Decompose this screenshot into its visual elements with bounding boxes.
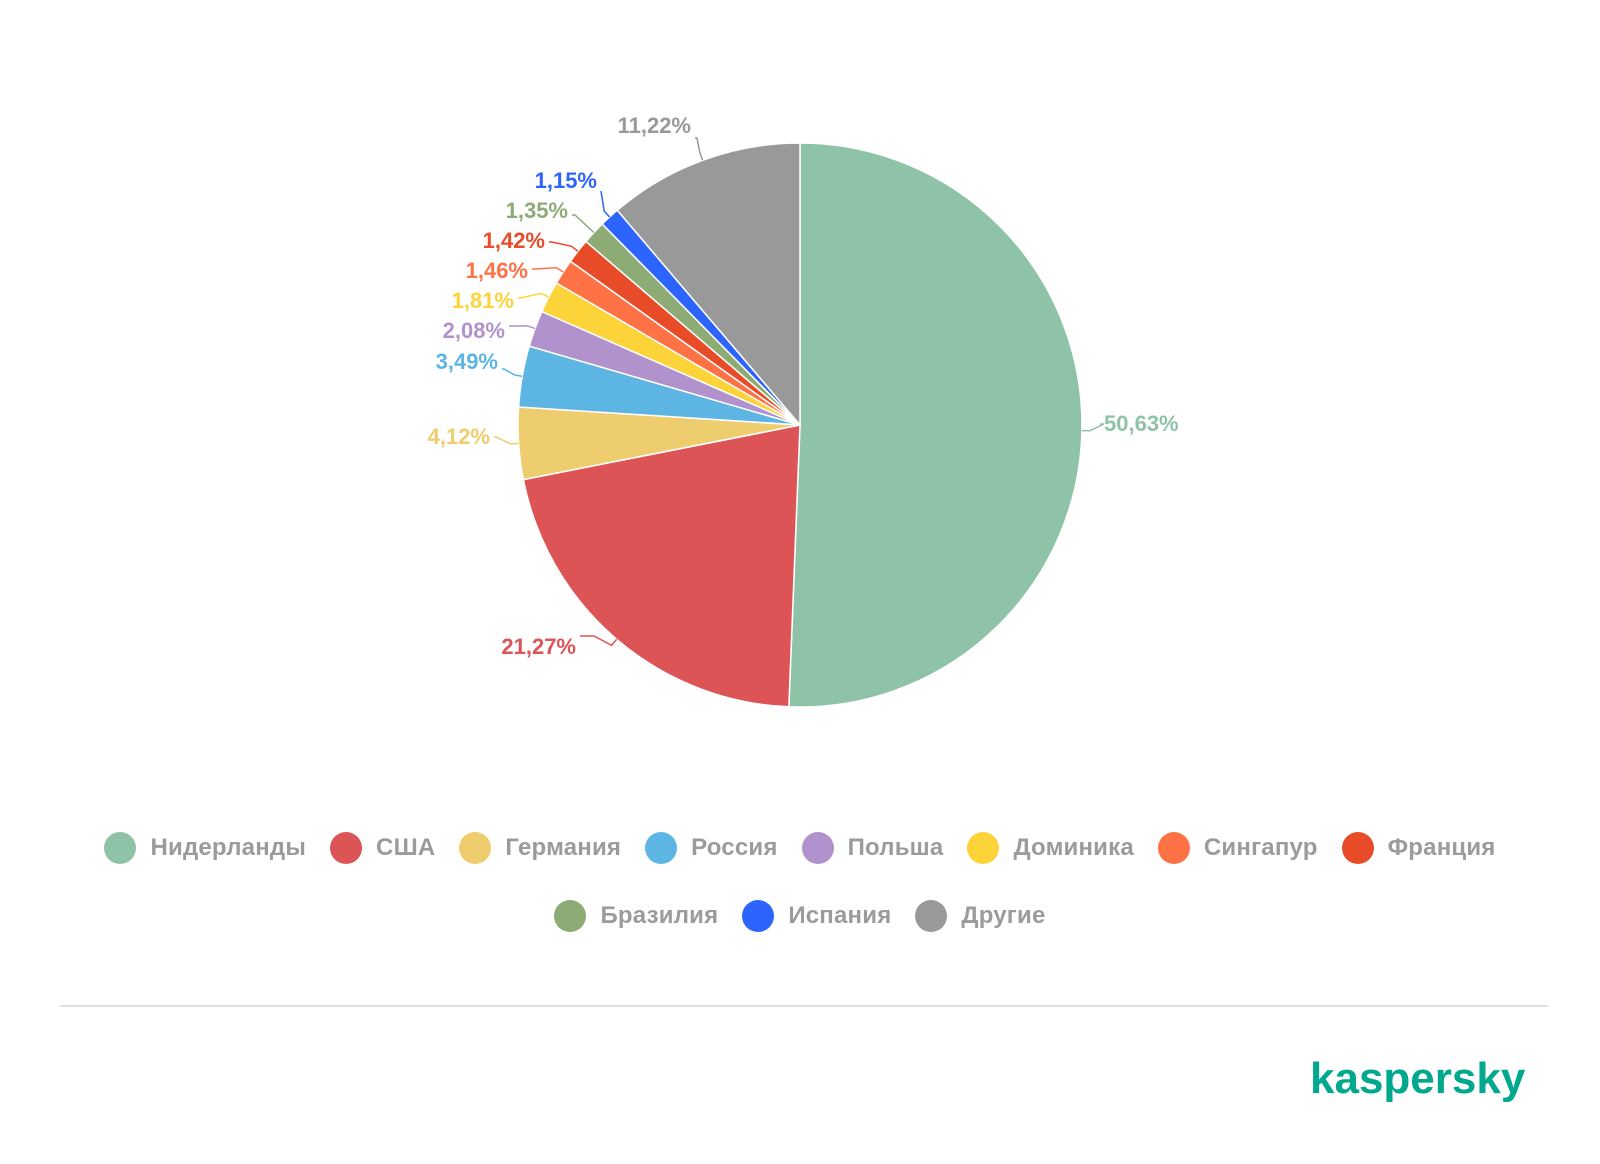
footer-divider xyxy=(60,1005,1548,1007)
leader-line-4 xyxy=(502,368,523,378)
legend-label: Доминика xyxy=(1013,834,1134,861)
legend-label: Нидерланды xyxy=(150,834,307,861)
legend-swatch xyxy=(967,832,1000,864)
legend-row-2: Бразилия Испания Другие xyxy=(0,900,1600,932)
legend-swatch xyxy=(801,832,834,864)
legend-item-10: Испания xyxy=(742,900,891,932)
legend-item-7: Сингапур xyxy=(1157,832,1318,864)
legend-label: Другие xyxy=(961,902,1046,929)
data-label-11: 11,22% xyxy=(618,113,691,138)
legend-swatch xyxy=(1157,832,1190,864)
legend-item-8: Франция xyxy=(1341,832,1496,864)
leader-line-8 xyxy=(549,241,579,252)
leader-line-3 xyxy=(494,436,519,445)
pie-slice-11 xyxy=(616,142,801,428)
legend-swatch xyxy=(915,900,948,932)
legend-label: Польша xyxy=(847,834,944,861)
legend-swatch xyxy=(742,900,775,932)
legend-label: Германия xyxy=(505,834,622,861)
pie-slice-2 xyxy=(522,424,801,708)
data-label-3: 4,12% xyxy=(428,424,490,449)
legend-item-9: Бразилия xyxy=(554,900,718,932)
legend-label: Россия xyxy=(691,834,778,861)
legend-label: Бразилия xyxy=(600,902,719,929)
data-label-4: 3,49% xyxy=(436,349,498,374)
legend-item-6: Доминика xyxy=(967,832,1134,864)
leader-line-10 xyxy=(600,190,611,218)
leader-line-1 xyxy=(1081,423,1105,432)
legend-label: Сингапур xyxy=(1203,834,1318,861)
leader-line-5 xyxy=(509,325,536,330)
pie-slice-1 xyxy=(788,142,1083,708)
leader-line-9 xyxy=(572,214,595,234)
leader-line-11 xyxy=(695,137,704,161)
legend-item-11: Другие xyxy=(915,900,1045,932)
leader-line-2 xyxy=(580,635,618,647)
legend-item-1: Нидерланды xyxy=(104,832,306,864)
legend-swatch xyxy=(645,832,678,864)
legend-swatch xyxy=(554,900,587,932)
legend-item-3: Германия xyxy=(459,832,621,864)
pie-chart: 50,63% 21,27% 4,12% 3,49% 2,08% 1,81% 1,46% 1,4… xyxy=(428,113,1179,708)
data-label-10: 1,15% xyxy=(535,168,597,193)
data-label-8: 1,42% xyxy=(483,228,545,253)
kaspersky-logo: kaspersky xyxy=(1310,1055,1526,1103)
legend-label: США xyxy=(376,834,436,861)
leader-line-6 xyxy=(518,292,550,299)
brand-wordmark: kaspersky xyxy=(1310,1055,1526,1103)
data-label-9: 1,35% xyxy=(506,198,568,223)
legend-item-2: США xyxy=(330,832,435,864)
leader-line-7 xyxy=(532,266,564,273)
legend-swatch xyxy=(459,832,492,864)
legend-item-4: Россия xyxy=(645,832,777,864)
data-label-2: 21,27% xyxy=(501,634,576,659)
legend-swatch xyxy=(330,832,363,864)
data-label-5: 2,08% xyxy=(443,318,505,343)
legend-swatch xyxy=(1341,832,1374,864)
data-label-7: 1,46% xyxy=(466,258,528,283)
data-label-6: 1,81% xyxy=(452,288,514,313)
legend-row-1: Нидерланды США Германия Россия Польша Доминик… xyxy=(0,832,1600,864)
legend-swatch xyxy=(104,832,137,864)
data-label-1: 50,63% xyxy=(1104,411,1179,436)
legend-label: Испания xyxy=(788,902,892,929)
legend-item-5: Польша xyxy=(801,832,944,864)
legend-label: Франция xyxy=(1387,834,1496,861)
